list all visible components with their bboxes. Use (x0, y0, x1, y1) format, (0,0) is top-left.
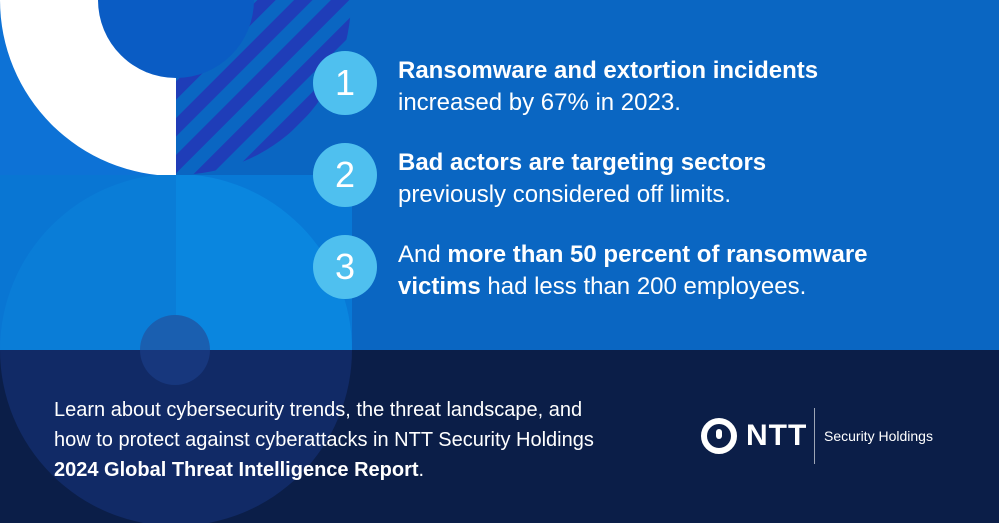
key-point-2: 2 Bad actors are targeting sectors previ… (313, 137, 933, 217)
key-point-text: Ransomware and extortion incidents incre… (398, 55, 818, 119)
key-point-1: 1 Ransomware and extortion incidents inc… (313, 45, 933, 125)
report-title: 2024 Global Threat Intelligence Report (54, 459, 419, 481)
number-badge: 3 (313, 235, 377, 299)
footer-line-2: how to protect against cyberattacks in N… (54, 429, 594, 451)
point-bold-lead: more than 50 percent of ransomware (447, 241, 868, 268)
ntt-security-holdings-logo: NTT Security Holdings (700, 408, 960, 464)
logo-subtitle: Security Holdings (824, 428, 933, 444)
logo-divider (814, 408, 815, 464)
point-rest: increased by 67% in 2023. (398, 89, 681, 116)
logo-wordmark: NTT (746, 419, 808, 452)
white-arc-shape (0, 0, 176, 175)
number-badge: 2 (313, 143, 377, 207)
key-point-3: 3 And more than 50 percent of ransomware… (313, 229, 933, 309)
point-prefix: And (398, 241, 448, 268)
point-bold-tail: victims (398, 273, 481, 300)
footer-cta-text: Learn about cybersecurity trends, the th… (54, 395, 674, 485)
point-bold-lead: Ransomware and extortion incidents (398, 57, 819, 84)
point-rest: had less than 200 employees. (480, 273, 807, 300)
point-bold-lead: Bad actors are targeting sectors (398, 149, 767, 176)
number-badge: 1 (313, 51, 377, 115)
key-point-text: And more than 50 percent of ransomware v… (398, 239, 868, 303)
footer-line-1: Learn about cybersecurity trends, the th… (54, 399, 583, 421)
ntt-logo-icon (701, 418, 737, 454)
key-point-text: Bad actors are targeting sectors previou… (398, 147, 766, 211)
report-suffix: . (418, 459, 425, 481)
point-rest: previously considered off limits. (398, 181, 732, 208)
